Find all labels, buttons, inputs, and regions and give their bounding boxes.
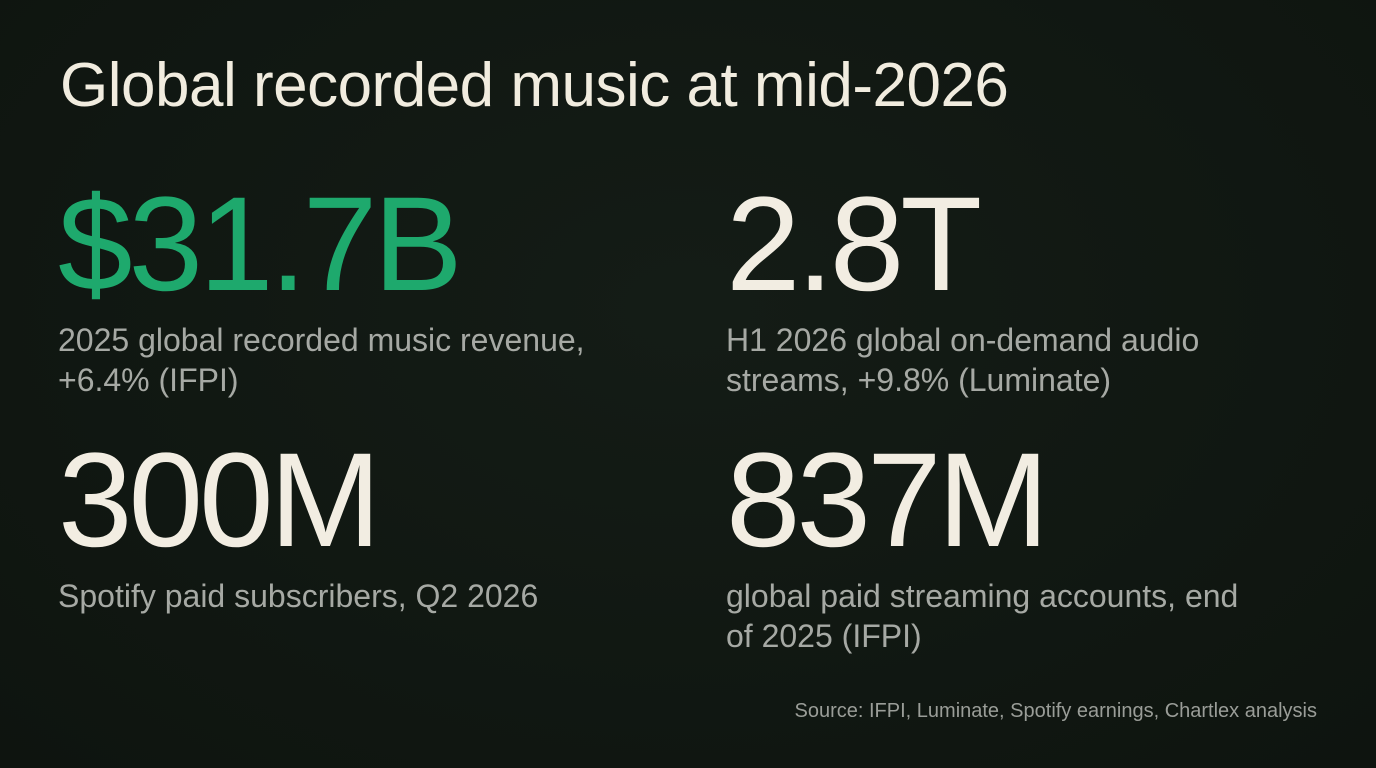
source-note: Source: IFPI, Luminate, Spotify earnings… bbox=[794, 700, 1317, 722]
stat-value: 300M bbox=[58, 426, 381, 575]
title: Global recorded music at mid-2026 bbox=[60, 51, 1009, 120]
stat-label: H1 2026 global on-demand audio streams, … bbox=[726, 322, 1200, 398]
stat: 300M Spotify paid subscribers, Q2 2026 bbox=[58, 434, 613, 616]
stat: $31.7B 2025 global recorded music revenu… bbox=[58, 178, 613, 400]
stat-value: 2.8T bbox=[726, 170, 982, 319]
stat: 837M global paid streaming accounts, end… bbox=[726, 434, 1256, 656]
stat-value: $31.7B bbox=[58, 170, 463, 319]
stat-value: 837M bbox=[726, 426, 1049, 575]
stat-label: Spotify paid subscribers, Q2 2026 bbox=[58, 578, 539, 614]
stat-label: 2025 global recorded music revenue, +6.4… bbox=[58, 322, 585, 398]
stat-label: global paid streaming accounts, end of 2… bbox=[726, 578, 1239, 654]
stat: 2.8T H1 2026 global on-demand audio stre… bbox=[726, 178, 1256, 400]
